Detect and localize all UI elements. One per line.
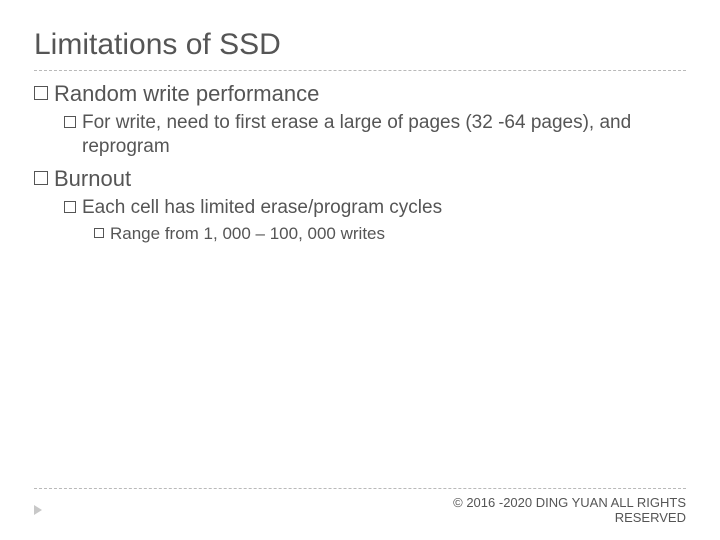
bullet-text: Range from 1, 000 – 100, 000 writes <box>110 224 385 244</box>
bullet-level2: Each cell has limited erase/program cycl… <box>64 196 686 220</box>
bullet-text: Burnout <box>54 166 131 192</box>
square-bullet-icon <box>64 201 76 213</box>
square-bullet-icon <box>34 171 48 185</box>
bullet-level1: Random write performance <box>34 81 686 107</box>
copyright-line: © 2016 -2020 DING YUAN ALL RIGHTS <box>453 495 686 511</box>
slide-footer: © 2016 -2020 DING YUAN ALL RIGHTS RESERV… <box>34 488 686 526</box>
copyright-line: RESERVED <box>453 510 686 526</box>
slide-title: Limitations of SSD <box>34 28 686 62</box>
slide-container: Limitations of SSD Random write performa… <box>0 0 720 540</box>
bullet-text: For write, need to first erase a large o… <box>82 111 686 160</box>
square-bullet-icon <box>64 116 76 128</box>
title-divider <box>34 70 686 71</box>
bullet-text: Each cell has limited erase/program cycl… <box>82 196 442 220</box>
footer-divider <box>34 488 686 489</box>
copyright-text: © 2016 -2020 DING YUAN ALL RIGHTS RESERV… <box>453 495 686 526</box>
bullet-level3: Range from 1, 000 – 100, 000 writes <box>94 224 686 244</box>
bullet-text: Random write performance <box>54 81 319 107</box>
square-bullet-icon <box>34 86 48 100</box>
bullet-level2: For write, need to first erase a large o… <box>64 111 686 160</box>
play-icon <box>34 505 42 515</box>
bullet-level1: Burnout <box>34 166 686 192</box>
square-bullet-icon <box>94 228 104 238</box>
footer-row: © 2016 -2020 DING YUAN ALL RIGHTS RESERV… <box>34 495 686 526</box>
